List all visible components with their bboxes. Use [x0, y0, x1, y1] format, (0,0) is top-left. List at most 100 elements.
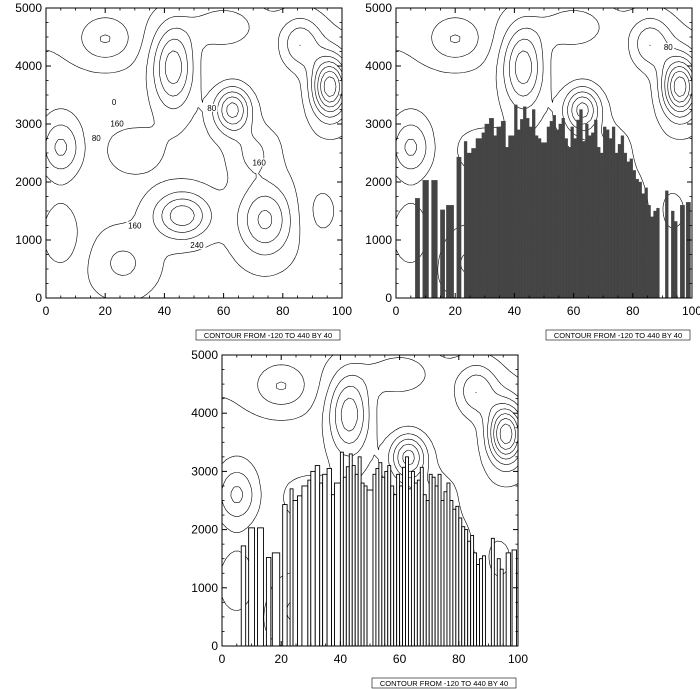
terrain-bar [422, 180, 429, 298]
y-tick-label: 5000 [15, 1, 42, 15]
terrain-bar [561, 118, 565, 298]
contour-label: 0 [112, 98, 117, 107]
terrain-bar [582, 141, 586, 298]
terrain-bars [415, 104, 691, 298]
contour-label: 160 [110, 119, 124, 128]
terrain-bar [632, 170, 636, 298]
terrain-bar [647, 205, 651, 298]
terrain-bars [240, 451, 517, 646]
plot-frame [45, 7, 343, 299]
terrain-bar [532, 109, 536, 298]
terrain-bar [322, 473, 328, 646]
y-tick-label: 0 [211, 639, 218, 653]
contour-label: 160 [128, 222, 142, 231]
terrain-bar [555, 129, 559, 298]
y-tick-label: 1000 [15, 233, 42, 247]
terrain-bar [484, 123, 490, 298]
terrain-bar [537, 138, 542, 298]
contour-info-box [545, 329, 691, 341]
y-tick-label: 4000 [15, 59, 42, 73]
contour-level-line [670, 70, 690, 103]
terrain-bar [588, 135, 592, 298]
x-tick-label: 60 [393, 652, 407, 666]
terrain-bar [614, 152, 619, 298]
x-tick-label: 40 [334, 652, 348, 666]
terrain-bar [680, 205, 685, 298]
x-tick-label: 0 [393, 304, 400, 318]
terrain-bar [481, 132, 485, 298]
terrain-bar [685, 202, 691, 298]
contour-info-label: CONTOUR FROM -120 TO 440 BY 40 [380, 679, 508, 688]
terrain-bar [567, 147, 571, 298]
terrain-bar [570, 126, 574, 298]
contour-level-line [87, 10, 342, 298]
y-tick-label: 5000 [365, 1, 392, 15]
terrain-bar [440, 209, 445, 298]
y-tick-label: 5000 [191, 348, 218, 362]
terrain-bar [620, 135, 625, 298]
terrain-bar [493, 135, 497, 298]
contour-level-line [46, 17, 129, 170]
terrain-bar [558, 123, 562, 298]
terrain-bar [240, 545, 247, 646]
terrain-bar [505, 147, 509, 298]
terrain-bar [471, 148, 477, 298]
terrain-bar [526, 118, 530, 298]
terrain-bar [600, 152, 604, 298]
terrain-bar [623, 152, 628, 298]
y-tick-label: 1000 [191, 581, 218, 595]
terrain-bar [564, 138, 568, 298]
contour-info-label: CONTOUR FROM -120 TO 440 BY 40 [204, 331, 332, 340]
x-tick-label: 40 [158, 304, 172, 318]
x-tick-label: 0 [219, 652, 226, 666]
contour-level-line [54, 34, 111, 156]
terrain-bar [579, 109, 583, 298]
contour-lines [46, 8, 342, 298]
contour-level-line [320, 70, 340, 103]
terrain-bar [301, 485, 309, 646]
terrain-bar [282, 504, 288, 646]
terrain-bar [653, 210, 657, 298]
terrain-bar [671, 210, 675, 298]
terrain-bar [446, 205, 454, 298]
terrain-bar [591, 132, 595, 298]
terrain-bar [490, 537, 495, 646]
terrain-bar [489, 118, 494, 298]
terrain-bar [597, 147, 601, 298]
terrain-bar [546, 126, 551, 298]
y-tick-label: 4000 [191, 406, 218, 420]
terrain-bar [549, 120, 554, 298]
contour-level-line [499, 423, 513, 445]
contour-label: 240 [190, 241, 204, 250]
y-tick-label: 3000 [191, 464, 218, 478]
terrain-bar [644, 187, 648, 298]
contour-info-label: CONTOUR FROM -120 TO 440 BY 40 [554, 331, 682, 340]
terrain-bar [466, 152, 472, 298]
x-tick-label: 20 [99, 304, 113, 318]
contour-label: 80 [207, 104, 216, 113]
terrain-bar [641, 193, 645, 298]
terrain-bar [310, 470, 316, 646]
terrain-bar [265, 557, 272, 646]
terrain-bar [297, 495, 303, 646]
terrain-bar [635, 178, 639, 298]
terrain-bar [366, 489, 374, 646]
chart-panel-top-right: 800 20 40 60 80 100010002000300040005000CONTO… [365, 1, 700, 341]
y-tick-label: 2000 [191, 523, 218, 537]
contour-level-line [496, 418, 516, 450]
terrain-bar [499, 568, 504, 646]
contour-level-line [323, 76, 337, 97]
terrain-bar [626, 161, 630, 298]
x-tick-label: 100 [332, 304, 352, 318]
y-tick-label: 0 [35, 291, 42, 305]
terrain-bar [520, 119, 524, 298]
y-tick-label: 4000 [365, 59, 392, 73]
contour-level-line [396, 17, 479, 170]
y-tick-label: 2000 [365, 175, 392, 189]
terrain-bar [496, 126, 502, 298]
terrain-bar [248, 527, 256, 646]
contour-level-line [164, 50, 342, 230]
terrain-bar [617, 144, 622, 298]
terrain-bar [650, 216, 654, 298]
